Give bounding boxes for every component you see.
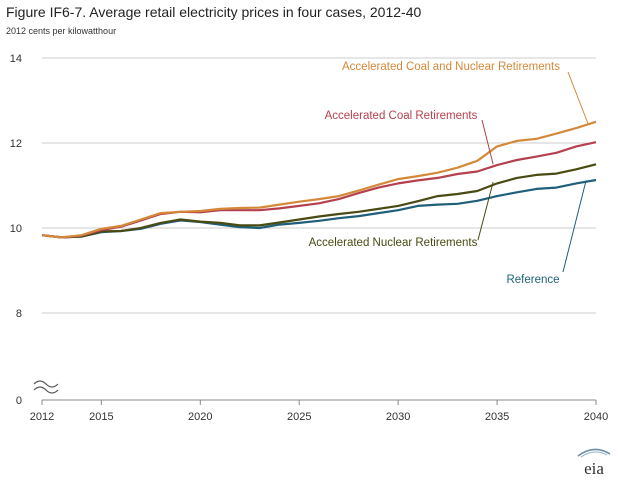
x-tick-label: 2015: [89, 411, 113, 423]
callout-label-accelerated-nuclear-retirements: Accelerated Nuclear Retirements: [309, 237, 478, 249]
chart-title: Figure IF6-7. Average retail electricity…: [6, 4, 422, 20]
callout-label-accelerated-coal-retirements: Accelerated Coal Retirements: [325, 110, 478, 122]
x-tick-label: 2030: [386, 411, 410, 423]
axis-break-symbol: [33, 380, 59, 394]
y-tick-label: 8: [16, 308, 22, 320]
chart-subtitle: 2012 cents per kilowatthour: [6, 26, 117, 36]
logo-text: eia: [584, 459, 604, 478]
series-line-accelerated-coal-and-nuclear-retirements: [41, 120, 597, 239]
y-tick-label: 12: [10, 138, 22, 150]
series-line-accelerated-nuclear-retirements: [41, 163, 597, 239]
series-line-reference: [41, 178, 597, 239]
y-tick-labels: 0 8 10 12 14: [10, 53, 22, 407]
x-tick-label: 2040: [584, 411, 608, 423]
y-tick-label: 10: [10, 223, 22, 235]
x-tick-label: 2020: [188, 411, 212, 423]
grid-lines: [42, 57, 596, 401]
series-line-accelerated-coal-retirements: [41, 141, 597, 239]
x-tick-label: 2035: [485, 411, 509, 423]
callout-leader-reference: [562, 180, 587, 273]
callout-label-reference: Reference: [506, 274, 559, 286]
axis-break-line: [33, 386, 59, 394]
axis-break-line: [33, 380, 59, 388]
y-tick-label: 14: [10, 53, 22, 65]
callout-label-accelerated-coal-and-nuclear-retirements: Accelerated Coal and Nuclear Retirements: [342, 61, 560, 73]
y-tick-label: 0: [16, 395, 22, 407]
callout-leader-accelerated-nuclear-retirements: [477, 181, 494, 241]
callout-leader-accelerated-coal-and-nuclear-retirements: [567, 71, 589, 125]
x-tick-label: 2012: [30, 411, 54, 423]
eia-logo: eia: [577, 448, 611, 478]
series-lines: [41, 120, 597, 239]
series-callouts: Accelerated Coal and Nuclear Retirements…: [309, 61, 589, 286]
x-tick-label: 2025: [287, 411, 311, 423]
x-tick-labels: 2012 2015 2020 2025 2030 2035 2040: [30, 400, 608, 423]
callout-leader-accelerated-coal-retirements: [481, 119, 494, 165]
